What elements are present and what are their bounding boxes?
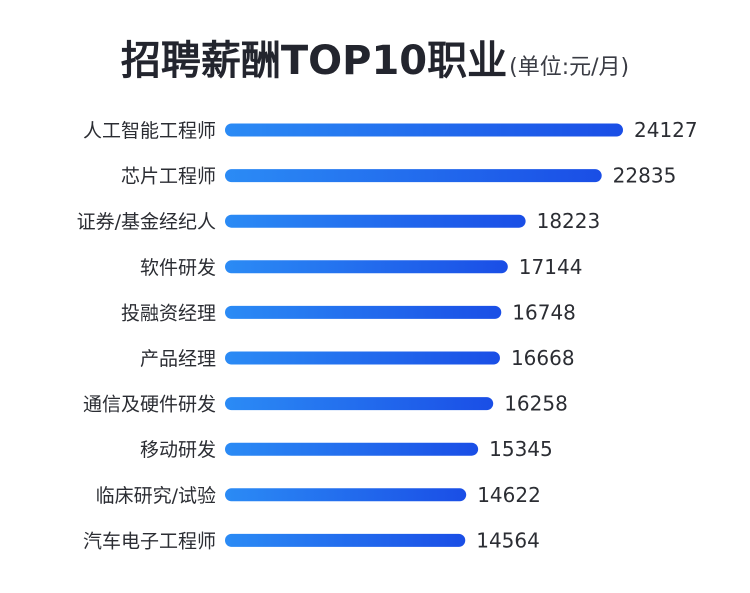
category-label: 产品经理 (140, 348, 216, 370)
category-label: 投融资经理 (121, 302, 216, 324)
category-label: 软件研发 (140, 257, 216, 279)
value-label: 22835 (613, 164, 677, 188)
bars-layer: 人工智能工程师 24127 芯片工程师 22835 证券/基金经纪人 18223 软件研发 1… (77, 118, 698, 552)
bar-row: 软件研发 17144 (140, 255, 582, 279)
category-label: 芯片工程师 (121, 166, 216, 188)
value-label: 24127 (634, 118, 698, 142)
bar-row: 移动研发 15345 (140, 437, 553, 461)
value-label: 14622 (477, 483, 541, 507)
bar-row: 证券/基金经纪人 18223 (77, 209, 601, 233)
category-label: 通信及硬件研发 (83, 394, 216, 416)
bar (225, 169, 602, 183)
category-label: 证券/基金经纪人 (77, 211, 216, 233)
bar-row: 人工智能工程师 24127 (83, 118, 698, 142)
chart-title-block: 招聘薪酬TOP10职业(单位:元/月) (0, 28, 750, 86)
bar (225, 260, 508, 274)
value-label: 16258 (504, 392, 568, 416)
bar (225, 488, 467, 502)
value-label: 15345 (489, 437, 553, 461)
bar (225, 214, 526, 228)
chart-subtitle: (单位:元/月) (509, 55, 630, 80)
value-label: 17144 (519, 255, 583, 279)
bar-row: 产品经理 16668 (140, 346, 575, 370)
bar (225, 442, 479, 456)
category-label: 汽车电子工程师 (83, 530, 216, 552)
value-label: 18223 (537, 209, 601, 233)
bar-row: 汽车电子工程师 14564 (83, 528, 540, 552)
bar-row: 投融资经理 16748 (121, 300, 576, 324)
chart-title: 招聘薪酬TOP10职业 (120, 38, 508, 84)
bar (225, 351, 500, 365)
bar (225, 123, 623, 137)
value-label: 14564 (476, 528, 540, 552)
category-label: 移动研发 (140, 439, 216, 461)
value-label: 16668 (511, 346, 575, 370)
value-label: 16748 (512, 300, 576, 324)
bar-row: 芯片工程师 22835 (121, 164, 676, 188)
bar (225, 397, 494, 411)
category-label: 人工智能工程师 (83, 120, 216, 142)
bar-row: 通信及硬件研发 16258 (83, 392, 568, 416)
bar (225, 305, 502, 319)
bar-row: 临床研究/试验 14622 (96, 483, 541, 507)
bar (225, 533, 466, 547)
category-label: 临床研究/试验 (96, 485, 216, 507)
